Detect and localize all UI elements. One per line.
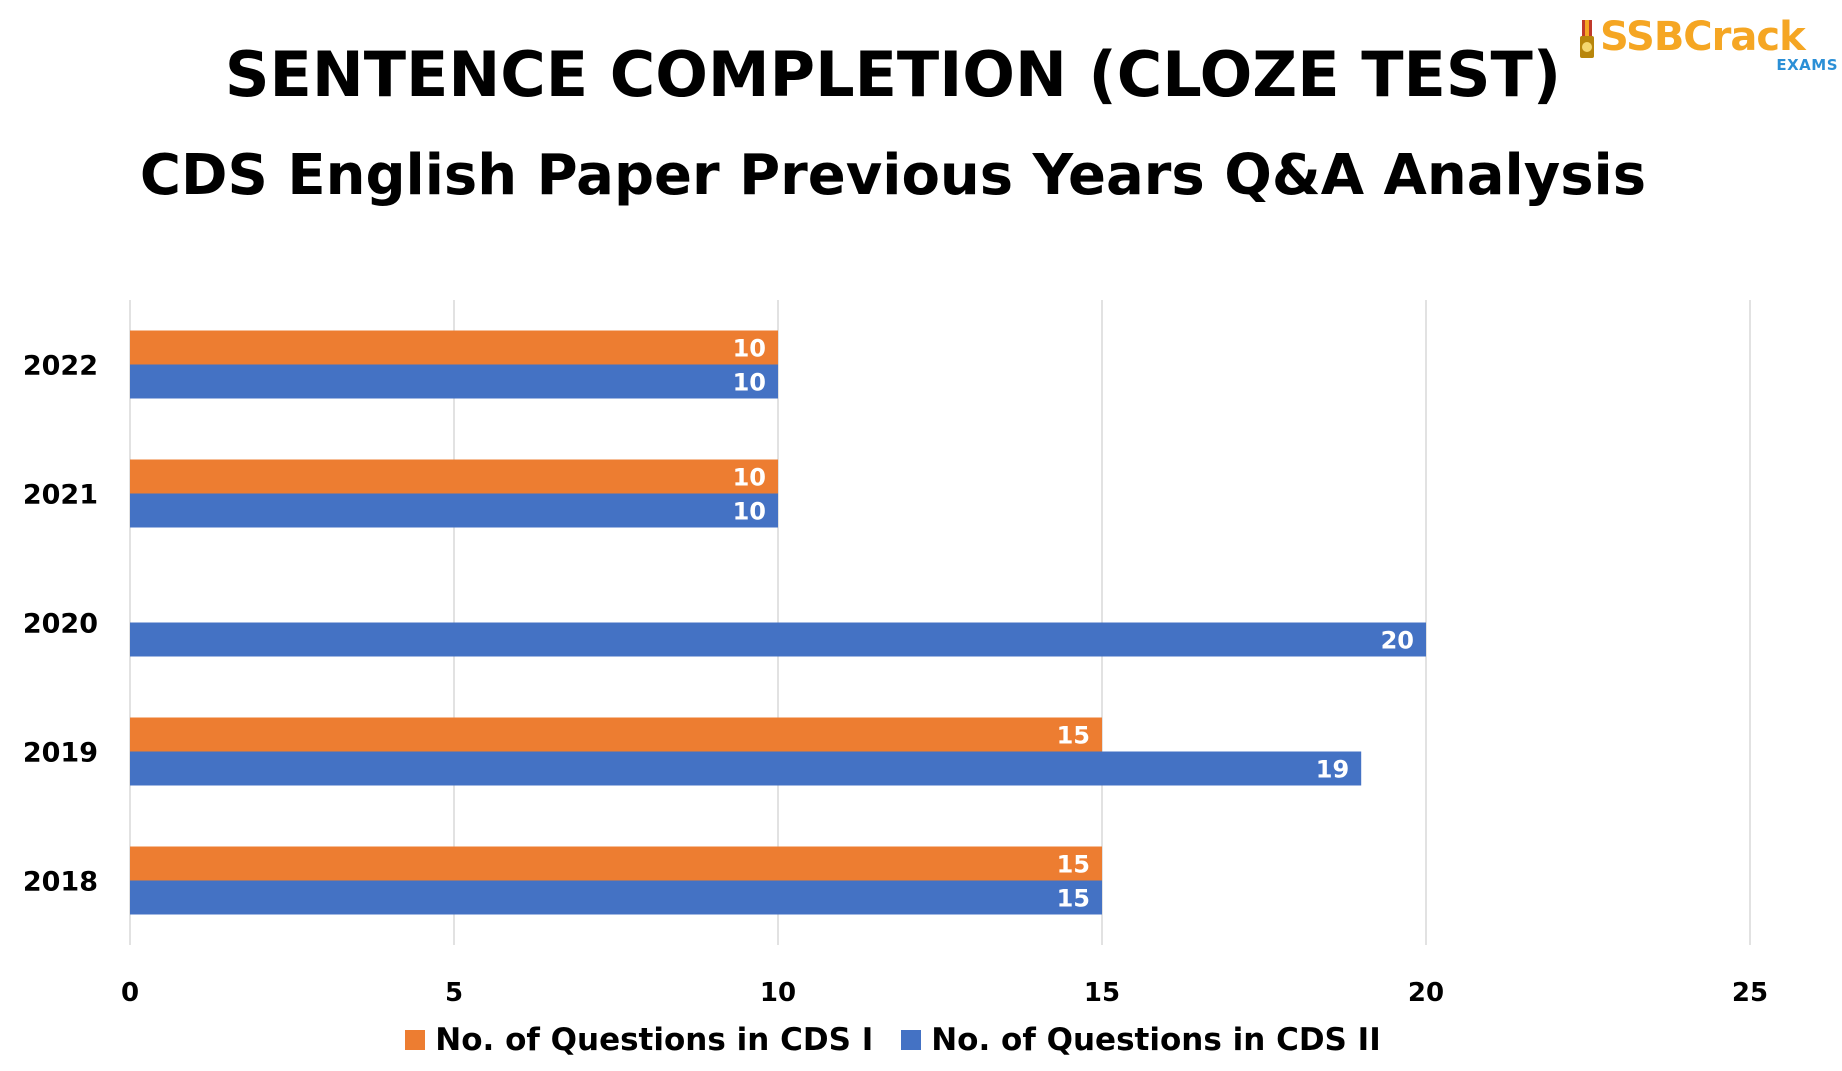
chart-subtitle: CDS English Paper Previous Years Q&A Ana… (139, 143, 1647, 208)
data-label: 10 (733, 335, 766, 363)
x-tick-label: 10 (760, 978, 796, 1008)
logo-text: SSBCrack (1600, 14, 1806, 60)
data-labels: 10 10 10 10 20 15 19 15 15 (733, 335, 1414, 913)
data-label: 20 (1381, 627, 1414, 655)
category-label: 2021 (23, 480, 98, 511)
legend: No. of Questions in CDS I No. of Question… (0, 1022, 1786, 1058)
logo-subtext: EXAMS (1776, 56, 1838, 74)
data-label: 19 (1316, 756, 1349, 784)
legend-swatch (405, 1030, 426, 1050)
data-label: 10 (733, 498, 766, 526)
x-tick-label: 0 (121, 978, 139, 1008)
category-labels: 2022 2021 2020 2019 2018 (23, 351, 98, 898)
x-tick-labels: 0 5 10 15 20 25 (121, 978, 1768, 1008)
bar-2022-series-2 (130, 364, 778, 399)
data-label: 15 (1057, 885, 1090, 913)
bar-2018-series-2 (130, 880, 1102, 915)
bar-2018-series-1 (130, 846, 1102, 881)
data-label: 10 (733, 464, 766, 492)
legend-label: No. of Questions in CDS I (435, 1022, 874, 1058)
bar-2022-series-1 (130, 330, 778, 365)
chart-title: SENTENCE COMPLETION (CLOZE TEST) (224, 38, 1562, 111)
category-label: 2018 (23, 867, 98, 898)
bar-2019-series-1 (130, 717, 1102, 752)
brand-logo: SSBCrack EXAMS (1578, 14, 1838, 76)
bar-2021-series-1 (130, 459, 778, 494)
legend-item-series-1: No. of Questions in CDS I (405, 1022, 873, 1058)
category-label: 2022 (23, 351, 98, 382)
category-label: 2020 (23, 609, 98, 640)
x-tick-label: 20 (1408, 978, 1444, 1008)
data-label: 15 (1057, 851, 1090, 879)
legend-label: No. of Questions in CDS II (931, 1022, 1381, 1058)
data-label: 15 (1057, 722, 1090, 750)
bar-2021-series-2 (130, 493, 778, 528)
data-label: 10 (733, 369, 766, 397)
medal-icon (1580, 20, 1594, 58)
x-tick-label: 15 (1084, 978, 1120, 1008)
x-tick-label: 5 (445, 978, 463, 1008)
legend-swatch (901, 1030, 922, 1050)
bars (130, 330, 1426, 915)
x-tick-label: 25 (1732, 978, 1768, 1008)
legend-item-series-2: No. of Questions in CDS II (901, 1022, 1381, 1058)
bar-2019-series-2 (130, 751, 1362, 786)
bar-2020-series-2 (130, 622, 1426, 657)
category-label: 2019 (23, 738, 98, 769)
